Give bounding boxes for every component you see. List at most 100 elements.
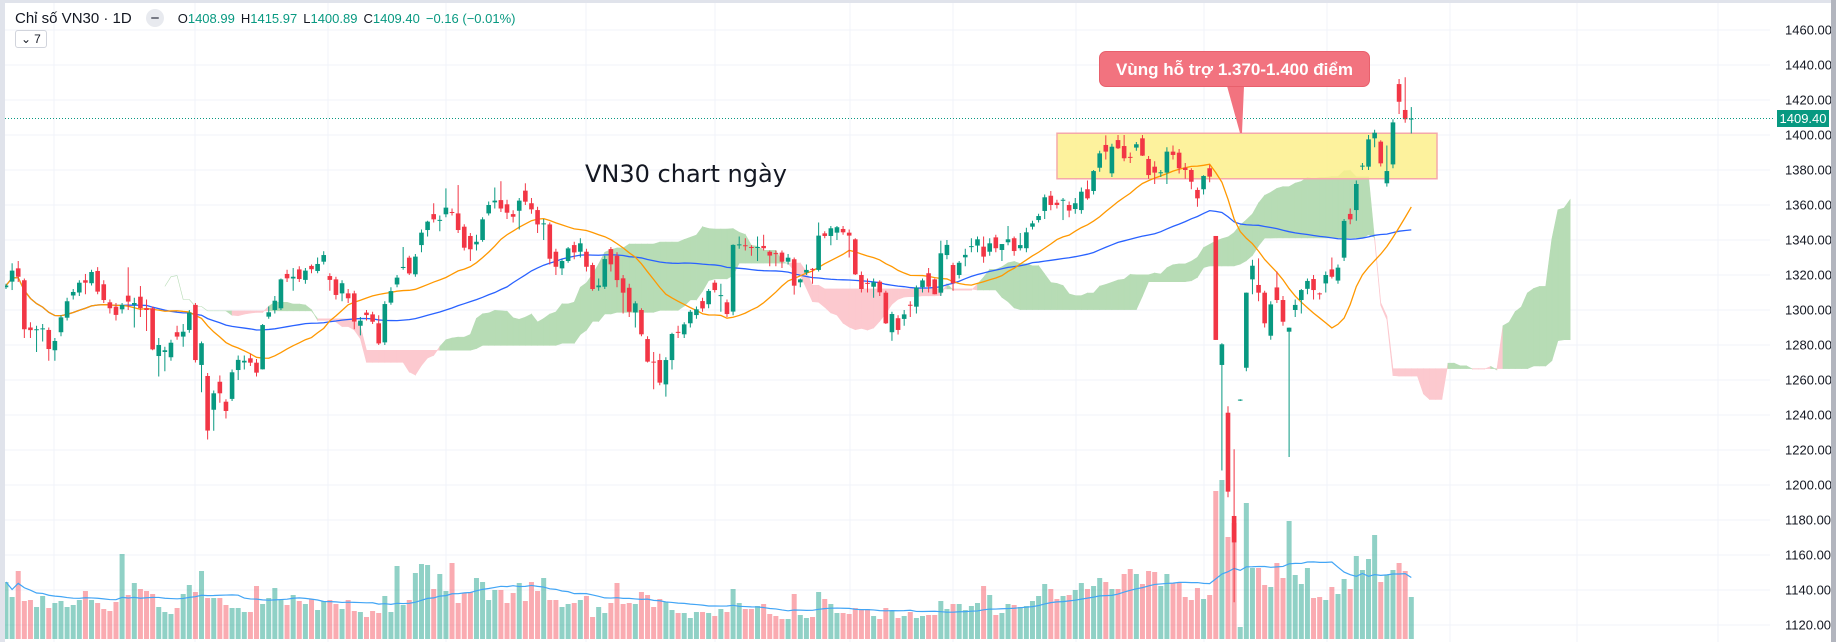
volume-bar: [241, 612, 247, 639]
candle: [743, 238, 748, 251]
candle: [1402, 77, 1408, 123]
candle-body: [1127, 156, 1133, 158]
volume-bar: [431, 589, 437, 639]
symbol-title[interactable]: Chỉ số VN30 · 1D: [15, 9, 132, 27]
candle-body: [138, 296, 143, 309]
candle-body: [28, 327, 33, 331]
candle: [602, 255, 608, 289]
candle: [1030, 220, 1035, 230]
minus-circle-icon[interactable]: [145, 9, 164, 27]
candle: [1409, 107, 1414, 134]
candle-body: [736, 244, 742, 246]
candle-body: [926, 273, 931, 287]
cloud-segment: [421, 349, 428, 367]
candle-body: [437, 219, 443, 221]
volume-bar: [700, 612, 706, 639]
candle-body: [107, 302, 113, 309]
volume-bar: [889, 611, 895, 639]
cloud-segment: [1239, 219, 1247, 265]
candle: [28, 322, 33, 338]
candle: [944, 240, 950, 260]
volume-bar: [1390, 570, 1396, 639]
candle: [1146, 156, 1151, 179]
support-callout[interactable]: Vùng hỗ trợ 1.370-1.400 điểm: [1099, 51, 1370, 87]
volume-bar: [1036, 596, 1042, 639]
cloud-segment: [1129, 274, 1137, 310]
volume-bar: [956, 604, 962, 639]
candle: [241, 355, 247, 370]
open-value: 1408.99: [187, 10, 235, 26]
candle: [516, 198, 522, 230]
price-tick-label: 1420.00: [1785, 93, 1832, 108]
candle: [278, 278, 284, 310]
candle: [138, 286, 143, 317]
volume-bar: [968, 606, 974, 639]
candle-body: [64, 301, 70, 318]
volume-bar: [828, 604, 834, 639]
candle-body: [950, 265, 956, 284]
volume-bar: [1329, 587, 1335, 639]
indicators-toggle-button[interactable]: ⌄ 7: [15, 30, 47, 48]
candle: [1341, 219, 1347, 261]
cloud-segment: [1093, 285, 1100, 310]
cloud-segment: [1227, 231, 1235, 267]
volume-bar: [119, 554, 125, 639]
cloud-segment: [1301, 176, 1308, 239]
candle-body: [1189, 170, 1194, 182]
cloud-segment: [1044, 273, 1052, 310]
cloud-segment: [323, 318, 331, 321]
volume-bar: [89, 600, 95, 639]
volume-bar: [309, 599, 314, 639]
candle: [907, 301, 913, 317]
volume-bar: [1127, 569, 1133, 639]
candle-body: [498, 200, 504, 209]
candle: [718, 283, 724, 312]
candle-body: [535, 210, 540, 225]
candle: [77, 280, 82, 296]
cloud-segment: [751, 245, 758, 264]
volume-bar: [1304, 568, 1310, 639]
candle-body: [590, 265, 595, 289]
volume-bar: [21, 601, 27, 639]
cloud-segment: [1563, 198, 1571, 341]
candle-body: [578, 243, 583, 252]
cloud-segment: [1013, 261, 1021, 310]
candle-body: [1390, 122, 1396, 165]
candle-body: [810, 268, 815, 270]
support-zone-rect[interactable]: [1056, 132, 1438, 180]
volume-bar: [1029, 601, 1035, 639]
candle: [541, 219, 546, 240]
candle: [969, 238, 974, 253]
cloud-segment: [396, 349, 404, 363]
volume-bar: [1121, 574, 1127, 639]
chart-note-text[interactable]: VN30 chart ngày: [585, 160, 787, 188]
candle: [1317, 292, 1322, 300]
price-axis[interactable]: 1460.00 1440.00 1420.00 1400.00 1380.00 1360.…: [1785, 23, 1832, 633]
candle-body: [296, 269, 302, 280]
volume-bar: [852, 608, 858, 639]
candle-body: [1213, 235, 1219, 340]
candle: [1005, 226, 1011, 246]
candle-body: [3, 285, 9, 288]
volume-bar: [131, 583, 137, 639]
cloud-segment: [402, 349, 410, 373]
candle-body: [779, 252, 785, 262]
candle-body: [229, 372, 235, 399]
candle: [871, 278, 876, 298]
candle-body: [193, 304, 198, 361]
candle: [553, 248, 559, 275]
candle-body: [174, 332, 180, 337]
cloud-segment: [1233, 224, 1241, 267]
candle: [779, 250, 785, 268]
cloud-segment: [1465, 365, 1473, 370]
candle-body: [1274, 287, 1280, 301]
scrollbar[interactable]: [1831, 0, 1836, 642]
volume-bar: [302, 604, 308, 639]
candle-body: [1140, 138, 1145, 156]
volume-bar: [40, 596, 46, 639]
volume-bar: [907, 612, 913, 639]
cloud-segment: [922, 288, 929, 297]
volume-bar: [211, 598, 217, 639]
candle: [822, 231, 828, 239]
